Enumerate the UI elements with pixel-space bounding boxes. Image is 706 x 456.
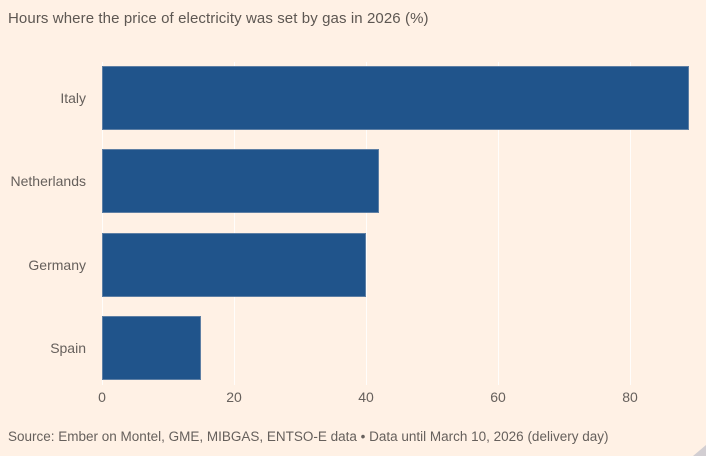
bar-italy [102, 66, 690, 130]
source-note: Source: Ember on Montel, GME, MIBGAS, EN… [8, 429, 609, 444]
gridline-x-80 [630, 62, 631, 385]
gridline-x-20 [234, 62, 235, 385]
chart-title: Hours where the price of electricity was… [8, 10, 429, 27]
gridline-x-40 [366, 62, 367, 385]
category-label-spain: Spain [50, 339, 86, 356]
x-tick-label-60: 60 [490, 389, 506, 405]
bar-germany [102, 232, 366, 297]
x-tick-label-0: 0 [98, 389, 106, 405]
category-label-netherlands: Netherlands [10, 173, 87, 190]
category-label-italy: Italy [60, 90, 86, 106]
gridline-x-60 [498, 62, 499, 385]
x-tick-label-20: 20 [226, 389, 242, 405]
resize-handle-icon[interactable] [693, 445, 706, 456]
gridline-x-0 [102, 62, 103, 385]
bar-netherlands [102, 149, 380, 214]
category-label-germany: Germany [28, 256, 86, 273]
bar-spain [102, 315, 201, 380]
x-tick-label-40: 40 [358, 389, 374, 405]
x-tick-label-80: 80 [622, 389, 638, 405]
